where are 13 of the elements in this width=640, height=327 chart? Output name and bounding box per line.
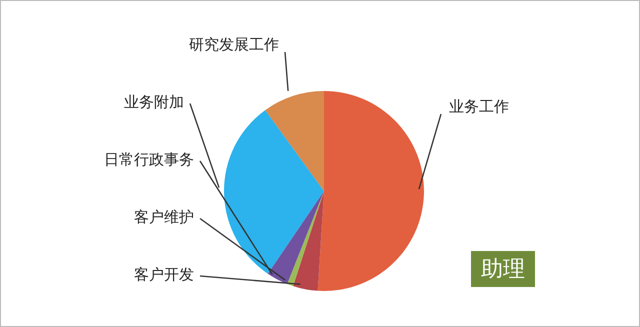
slice-label: 业务附加 — [124, 92, 184, 111]
slice-label: 客户开发 — [134, 265, 194, 284]
pie-slice — [265, 91, 324, 191]
pie-slice — [287, 191, 324, 286]
pie-slice — [224, 110, 324, 274]
pie-slice — [293, 191, 324, 291]
slice-label: 日常行政事务 — [104, 150, 194, 168]
pie-slice — [268, 191, 324, 284]
slice-label: 客户维护 — [134, 208, 194, 226]
slice-label: 业务工作 — [449, 97, 509, 116]
pie-slice — [318, 91, 424, 291]
text: 助理 — [471, 251, 535, 287]
slice-label: 研究发展工作 — [189, 35, 279, 54]
